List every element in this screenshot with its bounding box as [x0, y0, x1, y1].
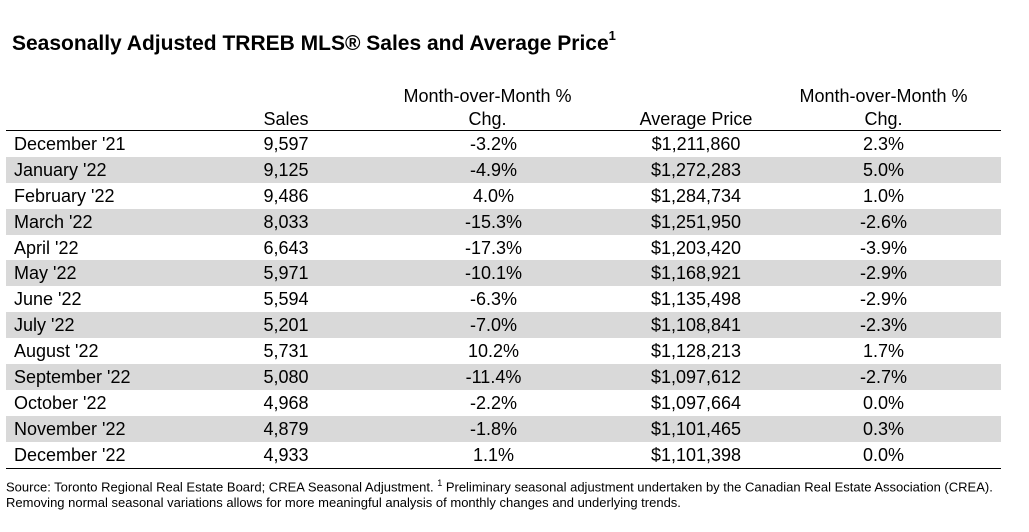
header-avg-price-label: Average Price	[639, 109, 753, 129]
avg-price-cell: $1,097,664	[650, 392, 742, 413]
table-row: February '22 9,486 4.0% $1,284,734 1.0%	[6, 183, 1001, 209]
mom-sales-cell: 4.0%	[472, 185, 515, 206]
mom-price-cell: -2.9%	[859, 263, 908, 284]
avg-price-cell: $1,203,420	[650, 237, 742, 258]
month-cell: January '22	[14, 159, 107, 180]
table-row: August '22 5,731 10.2% $1,128,213 1.7%	[6, 338, 1001, 364]
avg-price-cell: $1,101,398	[650, 444, 742, 465]
source-footnote: Source: Toronto Regional Real Estate Boa…	[6, 475, 1021, 511]
header-sales: Sales	[231, 108, 341, 131]
sales-cell: 5,201	[263, 315, 309, 336]
table-row: November '22 4,879 -1.8% $1,101,465 0.3%	[6, 415, 1001, 442]
mom-price-cell: 1.7%	[862, 341, 905, 362]
avg-price-cell: $1,135,498	[650, 289, 742, 310]
avg-price-cell: $1,251,950	[650, 211, 742, 232]
month-cell: May '22	[14, 263, 77, 284]
table-row: December '21 9,597 -3.2% $1,211,860 2.3%	[6, 131, 1001, 157]
table-row: October '22 4,968 -2.2% $1,097,664 0.0%	[6, 390, 1001, 416]
month-cell: April '22	[14, 237, 79, 258]
sales-cell: 5,731	[263, 341, 309, 362]
footnote-marker: 1	[437, 478, 443, 488]
header-mom-sales-line2: Chg.	[468, 109, 507, 129]
sales-cell: 5,971	[263, 263, 309, 284]
table-row: June '22 5,594 -6.3% $1,135,498 -2.9%	[6, 286, 1001, 312]
title-footnote-marker: 1	[608, 28, 616, 43]
table-row: May '22 5,971 -10.1% $1,168,921 -2.9%	[6, 260, 1001, 287]
mom-sales-cell: -17.3%	[464, 237, 523, 258]
header-sales-label: Sales	[263, 109, 309, 129]
month-cell: December '22	[14, 444, 126, 465]
header-avg-price: Average Price	[621, 108, 771, 131]
month-cell: November '22	[14, 418, 126, 439]
sales-cell: 6,643	[263, 237, 309, 258]
mom-price-cell: -2.7%	[859, 367, 908, 388]
mom-price-cell: -2.6%	[859, 211, 908, 232]
sales-cell: 4,933	[263, 444, 309, 465]
mom-price-cell: -2.9%	[859, 289, 908, 310]
mom-sales-cell: -1.8%	[469, 418, 518, 439]
month-cell: February '22	[14, 185, 115, 206]
month-cell: June '22	[14, 289, 82, 310]
mom-sales-cell: -15.3%	[464, 211, 523, 232]
footnote-explanation: Preliminary seasonal adjustment undertak…	[6, 479, 993, 511]
table-row: March '22 8,033 -15.3% $1,251,950 -2.6%	[6, 208, 1001, 235]
mom-sales-cell: -2.2%	[469, 392, 518, 413]
avg-price-cell: $1,097,612	[650, 367, 742, 388]
table-row: September '22 5,080 -11.4% $1,097,612 -2.7%	[6, 364, 1001, 390]
footnote-source: Source: Toronto Regional Real Estate Boa…	[6, 479, 438, 495]
sales-cell: 9,486	[263, 185, 309, 206]
mom-sales-cell: -4.9%	[469, 159, 518, 180]
mom-price-cell: 2.3%	[862, 134, 905, 154]
sales-cell: 9,597	[263, 134, 309, 154]
table-row: July '22 5,201 -7.0% $1,108,841 -2.3%	[6, 312, 1001, 339]
sales-cell: 5,080	[263, 367, 309, 388]
header-mom-price: Month-over-Month % Chg.	[796, 85, 971, 131]
mom-price-cell: -3.9%	[859, 237, 908, 258]
month-cell: August '22	[14, 341, 99, 362]
mom-price-cell: 0.0%	[862, 392, 905, 413]
avg-price-cell: $1,101,465	[650, 418, 742, 439]
header-mom-sales: Month-over-Month % Chg.	[400, 85, 575, 131]
mom-price-cell: 1.0%	[862, 185, 905, 206]
month-cell: March '22	[14, 211, 93, 232]
header-mom-price-line2: Chg.	[864, 109, 903, 129]
avg-price-cell: $1,284,734	[650, 185, 742, 206]
avg-price-cell: $1,211,860	[651, 134, 741, 154]
mom-sales-cell: -7.0%	[469, 315, 518, 336]
avg-price-cell: $1,272,283	[650, 159, 742, 180]
month-cell: September '22	[14, 367, 131, 388]
avg-price-cell: $1,168,921	[650, 263, 742, 284]
mom-sales-cell: -6.3%	[469, 289, 518, 310]
header-mom-sales-line1: Month-over-Month %	[403, 86, 572, 106]
title-text: Seasonally Adjusted TRREB MLS® Sales and…	[12, 32, 609, 55]
header-mom-price-line1: Month-over-Month %	[799, 86, 968, 106]
mom-sales-cell: -3.2%	[469, 134, 518, 154]
sales-cell: 4,968	[263, 392, 309, 413]
month-cell: October '22	[14, 392, 107, 413]
table-row: December '22 4,933 1.1% $1,101,398 0.0%	[6, 442, 1001, 468]
sales-cell: 5,594	[263, 289, 309, 310]
avg-price-cell: $1,108,841	[650, 315, 742, 336]
table-row: April '22 6,643 -17.3% $1,203,420 -3.9%	[6, 235, 1001, 261]
month-cell: July '22	[14, 315, 75, 336]
month-cell: December '21	[14, 134, 126, 154]
avg-price-cell: $1,128,213	[650, 341, 742, 362]
sales-cell: 9,125	[263, 159, 309, 180]
mom-price-cell: 0.0%	[862, 444, 905, 465]
mom-sales-cell: 10.2%	[467, 341, 520, 362]
sales-cell: 4,879	[263, 418, 309, 439]
mom-price-cell: 0.3%	[862, 418, 905, 439]
mom-sales-cell: -11.4%	[465, 367, 522, 388]
sales-price-table: December '21 9,597 -3.2% $1,211,860 2.3% Janu…	[6, 130, 1001, 469]
table-row: January '22 9,125 -4.9% $1,272,283 5.0%	[6, 156, 1001, 183]
mom-price-cell: -2.3%	[859, 315, 908, 336]
page-title: Seasonally Adjusted TRREB MLS® Sales and…	[12, 28, 616, 56]
mom-sales-cell: 1.1%	[472, 444, 515, 465]
mom-sales-cell: -10.1%	[464, 263, 523, 284]
mom-price-cell: 5.0%	[862, 159, 905, 180]
sales-cell: 8,033	[263, 211, 309, 232]
